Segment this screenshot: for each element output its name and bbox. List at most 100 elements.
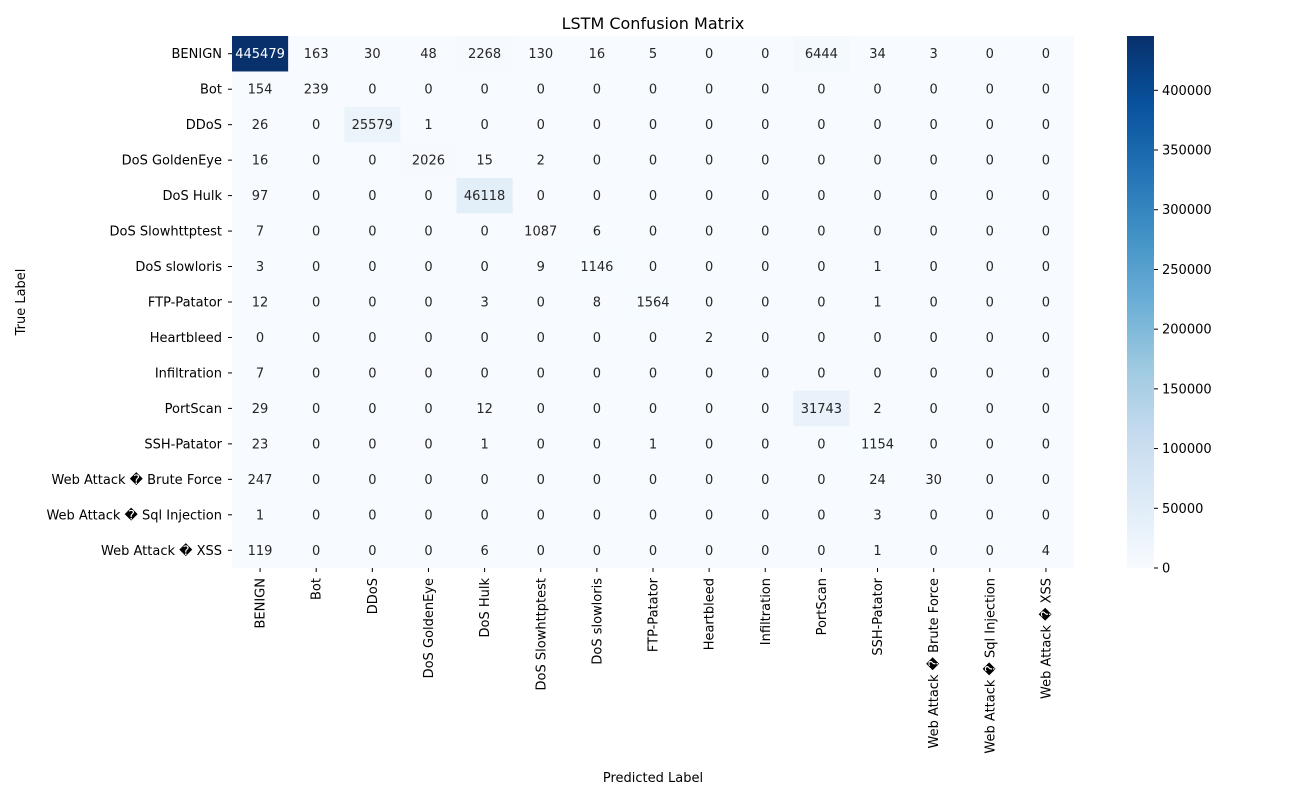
x-tick-label: PortScan xyxy=(815,578,830,635)
cell-value-label: 0 xyxy=(537,118,545,133)
cell-value-label: 0 xyxy=(817,154,825,169)
y-axis-ticks: BENIGN Bot DDoS DoS GoldenEye DoS Hulk DoS Sl… xyxy=(46,47,232,559)
cell-value-label: 0 xyxy=(986,83,994,98)
heatmap-cell xyxy=(905,248,963,285)
heatmap-cell xyxy=(793,426,850,463)
cell-value-label: 0 xyxy=(705,154,713,169)
heatmap-cell xyxy=(512,106,570,143)
heatmap-cell xyxy=(849,426,907,463)
cell-value-label: 119 xyxy=(248,544,273,559)
heatmap-cell xyxy=(232,461,289,498)
cell-value-label: 0 xyxy=(873,331,881,346)
heatmap-cell xyxy=(344,319,401,356)
heatmap-cell xyxy=(905,390,963,427)
cell-value-label: 0 xyxy=(986,473,994,488)
cell-value-label: 0 xyxy=(368,366,376,381)
cell-value-label: 163 xyxy=(304,47,329,62)
cell-value-label: 0 xyxy=(368,225,376,240)
cell-value-label: 0 xyxy=(930,437,938,452)
heatmap-cell xyxy=(288,71,345,108)
cell-value-label: 2 xyxy=(705,331,713,346)
x-tick-label: Web Attack � Brute Force xyxy=(925,578,942,748)
heatmap-cell xyxy=(681,142,738,179)
heatmap-cell xyxy=(905,106,963,143)
heatmap-cell xyxy=(961,71,1019,108)
heatmap-cell xyxy=(288,142,345,179)
heatmap-cell xyxy=(905,461,963,498)
heatmap-cell xyxy=(624,248,682,285)
cell-value-label: 1 xyxy=(424,118,432,133)
cell-value-label: 30 xyxy=(364,47,381,62)
cell-value-label: 2026 xyxy=(412,154,445,169)
heatmap-cell xyxy=(961,319,1019,356)
cell-value-label: 0 xyxy=(817,83,825,98)
heatmap-cell xyxy=(344,461,401,498)
cell-value-label: 0 xyxy=(1042,366,1050,381)
heatmap-cell xyxy=(512,142,570,179)
cell-value-label: 0 xyxy=(1042,508,1050,523)
heatmap-cell xyxy=(512,71,570,108)
cell-value-label: 0 xyxy=(480,331,488,346)
heatmap-cell xyxy=(961,177,1019,214)
cell-value-label: 0 xyxy=(312,402,320,417)
cell-value-label: 0 xyxy=(593,437,601,452)
y-tick-label: Infiltration xyxy=(155,366,222,381)
cell-value-label: 247 xyxy=(248,473,273,488)
heatmap-cell xyxy=(400,248,458,285)
heatmap-cell xyxy=(568,36,626,72)
cell-value-label: 0 xyxy=(761,508,769,523)
heatmap-cell xyxy=(1017,461,1075,498)
heatmap-cell xyxy=(456,461,514,498)
x-tick-label: SSH-Patator xyxy=(871,577,886,655)
cell-value-label: 0 xyxy=(424,402,432,417)
heatmap-cell xyxy=(737,177,794,214)
heatmap-cell xyxy=(681,177,738,214)
colorbar-tick-label: 300000 xyxy=(1162,203,1212,218)
cell-value-label: 48 xyxy=(420,47,437,62)
cell-value-label: 0 xyxy=(761,154,769,169)
heatmap-cell xyxy=(1017,71,1075,108)
colorbar-tick-label: 100000 xyxy=(1162,442,1212,457)
cell-value-label: 0 xyxy=(1042,47,1050,62)
x-tick-label: DDoS xyxy=(366,578,381,614)
heatmap-cell xyxy=(737,426,794,463)
heatmap-cell xyxy=(737,390,794,427)
colorbar-tick-label: 50000 xyxy=(1162,502,1203,517)
cell-value-label: 0 xyxy=(873,189,881,204)
cell-value-label: 0 xyxy=(312,473,320,488)
heatmap-cell xyxy=(624,319,682,356)
heatmap-cell xyxy=(512,426,570,463)
heatmap-cell xyxy=(849,36,907,72)
colorbar-tick-label: 0 xyxy=(1162,562,1170,577)
heatmap-cell xyxy=(344,426,401,463)
heatmap-cell xyxy=(456,248,514,285)
cell-value-label: 0 xyxy=(1042,83,1050,98)
cell-value-label: 0 xyxy=(986,260,994,275)
y-tick-label: Web Attack � Brute Force xyxy=(52,471,222,488)
heatmap-cell xyxy=(568,319,626,356)
heatmap-cell xyxy=(961,248,1019,285)
cell-value-label: 0 xyxy=(368,296,376,311)
cell-value-label: 3 xyxy=(256,260,264,275)
heatmap-cell xyxy=(961,142,1019,179)
heatmap-cell xyxy=(1017,497,1075,534)
cell-value-label: 0 xyxy=(817,118,825,133)
heatmap-cell xyxy=(681,213,738,250)
cell-value-label: 0 xyxy=(817,296,825,311)
cell-value-label: 0 xyxy=(761,225,769,240)
heatmap-cell xyxy=(344,142,401,179)
cell-value-label: 0 xyxy=(761,189,769,204)
cell-value-label: 0 xyxy=(649,508,657,523)
cell-value-label: 0 xyxy=(930,154,938,169)
heatmap-cell xyxy=(344,390,401,427)
cell-value-label: 3 xyxy=(873,508,881,523)
heatmap-cell xyxy=(344,497,401,534)
heatmap-cell xyxy=(232,284,289,321)
heatmap-cell xyxy=(568,177,626,214)
heatmap-cell xyxy=(568,390,626,427)
x-tick-label: Infiltration xyxy=(759,578,774,645)
cell-value-label: 0 xyxy=(761,260,769,275)
heatmap-cell xyxy=(681,106,738,143)
heatmap-cell xyxy=(737,36,794,72)
heatmap-cell xyxy=(681,426,738,463)
